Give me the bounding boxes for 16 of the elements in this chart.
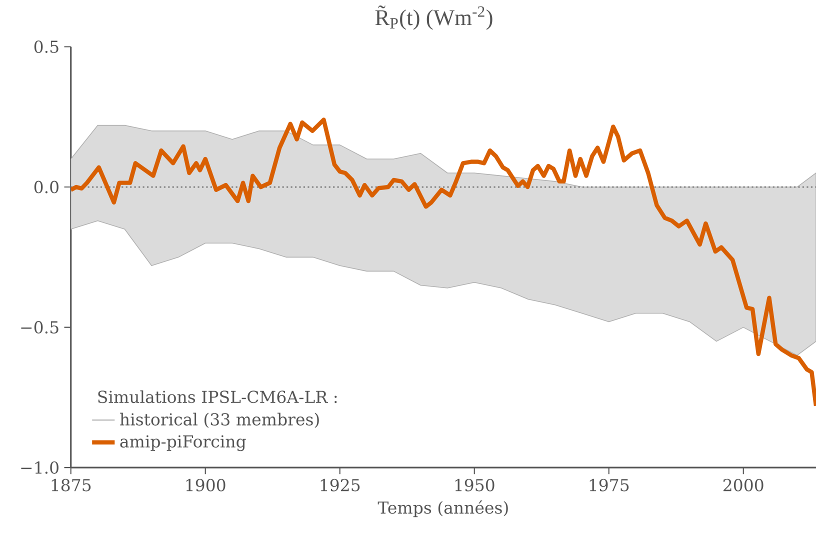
x-tick-label: 1950: [455, 478, 494, 492]
chart-title: R̃$_{P}$(t) (Wm$^{-2}$): [375, 5, 492, 30]
y-tick-label: 0.5: [34, 40, 58, 53]
x-tick-label: 1975: [590, 478, 629, 492]
line-series: [70, 117, 816, 408]
legend-title: Simulations IPSL-CM6A-LR :: [98, 390, 337, 404]
legend-label: historical (33 membres): [120, 412, 319, 428]
x-axis-title: Temps (années): [378, 500, 508, 517]
x-tick-label: 1900: [186, 478, 226, 492]
legend-label: amip-piForcing: [120, 435, 246, 451]
x-tick-label: 1875: [52, 478, 91, 492]
x-tick-label: 1925: [320, 478, 360, 492]
y-tick-label: −0.5: [21, 320, 58, 334]
x-tick-label: 2000: [723, 478, 764, 492]
y-tick-label: −1.0: [21, 461, 58, 474]
y-tick-label: 0.0: [34, 180, 58, 194]
